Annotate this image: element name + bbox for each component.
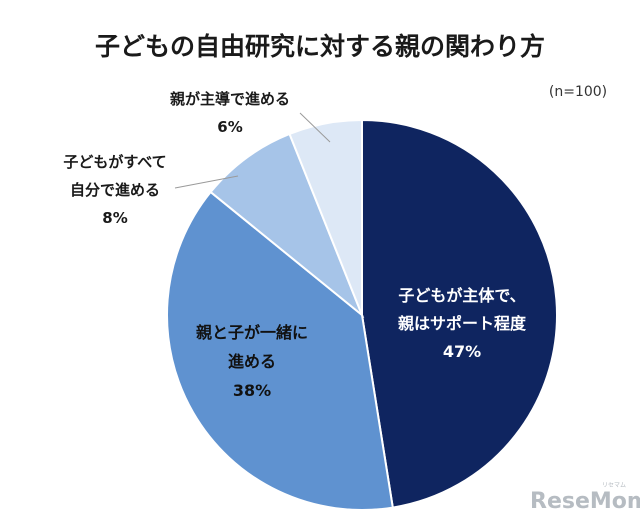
slice-category-label: 子どもが主体で、: [398, 286, 525, 305]
slice-labels: 子どもが主体で、親はサポート程度 47% 親と子が一緒に進める 38% 子どもがすべて自…: [63, 90, 527, 400]
watermark-brand: ReseMom: [530, 489, 640, 514]
pie-slices: [166, 118, 558, 511]
slice-value-label: 6%: [217, 118, 242, 136]
slice-category-label: 自分で進める: [70, 181, 160, 199]
slice-label-3: 子どもがすべて自分で進める 8%: [63, 153, 166, 227]
watermark-reading: リセマム: [602, 482, 626, 489]
slice-label-2: 親と子が一緒に進める 38%: [196, 323, 308, 400]
leader-line-4: [299, 112, 331, 143]
slice-label-1: 子どもが主体で、親はサポート程度 47%: [398, 286, 527, 361]
sample-size-note: (n=100): [549, 84, 607, 100]
slice-value-label: 8%: [102, 209, 127, 227]
leader-lines: [174, 112, 331, 189]
pie-slice-3: [209, 132, 365, 319]
slice-value-label: 47%: [443, 342, 481, 361]
slice-category-label: 親はサポート程度: [398, 314, 527, 333]
leader-line-3: [174, 175, 239, 189]
slice-value-label: 38%: [233, 381, 271, 400]
chart-title: 子どもの自由研究に対する親の関わり方: [95, 32, 545, 61]
slice-category-label: 進める: [228, 352, 276, 371]
pie-slice-2: [166, 190, 394, 511]
pie-slice-1: [361, 118, 558, 509]
watermark: ReseMom リセマム: [530, 482, 640, 514]
slice-category-label: 親が主導で進める: [170, 90, 290, 108]
slice-label-4: 親が主導で進める 6%: [170, 90, 290, 136]
slice-category-label: 親と子が一緒に: [196, 323, 308, 342]
slice-category-label: 子どもがすべて: [63, 153, 166, 171]
pie-slice-4: [288, 118, 363, 316]
